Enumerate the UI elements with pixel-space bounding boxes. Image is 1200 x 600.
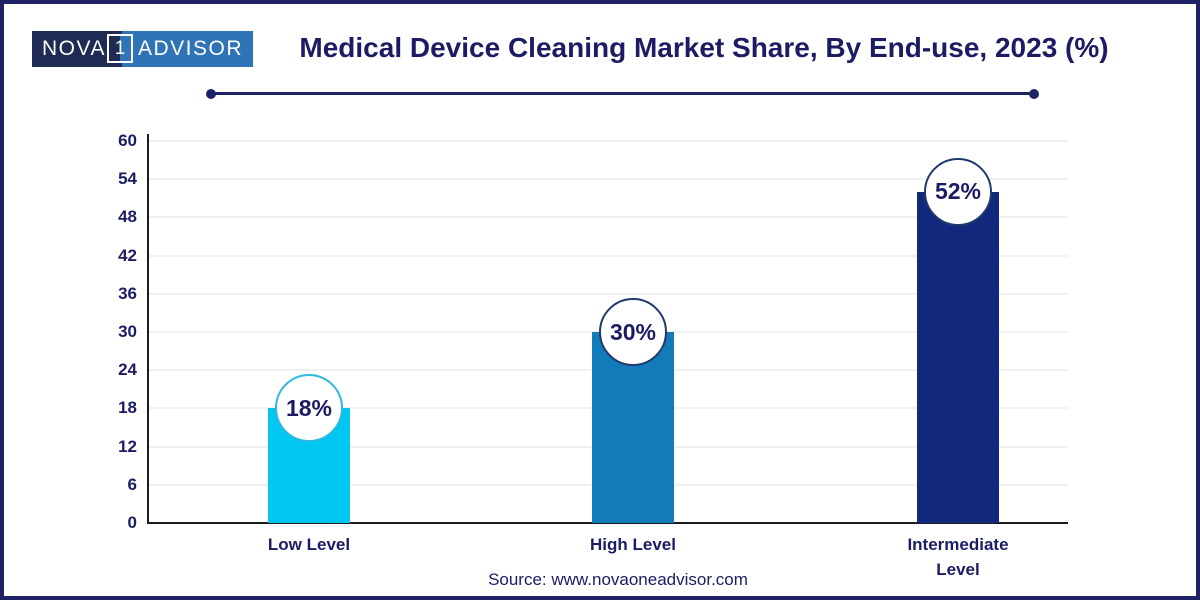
x-axis-line [147,522,1068,524]
y-tick-label: 36 [118,283,137,303]
y-tick-label: 60 [118,131,137,150]
logo: NOVA ADVISOR 1 [32,31,253,67]
bar-chart: 0 6 12 18 24 30 36 42 48 54 60 18% Low Level 30% High … [4,4,1196,596]
gridline [147,178,1068,181]
x-axis-label: Intermediate Level [907,535,1009,579]
y-tick-label: 30 [118,322,137,341]
title-rule [206,88,1039,99]
y-tick-label: 54 [118,169,137,189]
x-axis-label: Low Level [267,535,351,554]
y-tick-label: 48 [118,207,137,227]
y-axis-line [147,134,149,523]
value-bubble: 30% [599,298,667,366]
y-tick-label: 6 [127,474,137,494]
source-text: Source: www.novaoneadvisor.com [488,570,748,589]
bar [917,191,999,523]
y-tick-label: 0 [127,513,137,532]
value-bubble: 52% [924,157,992,226]
logo-advisor-text: ADVISOR [137,37,243,60]
logo-nova-segment: NOVA [32,31,122,67]
rule-dot-left [206,88,216,99]
y-tick-label: 18 [118,398,137,418]
page-title: Medical Device Cleaning Market Share, By… [299,32,1109,63]
gridline [147,292,1068,295]
x-axis-label: High Level [590,535,676,554]
logo-one-box: 1 [107,34,133,63]
logo-advisor-segment: ADVISOR [121,31,253,67]
logo-nova-text: NOVA [42,37,106,60]
gridline [147,140,1068,142]
gridline [147,254,1068,257]
y-tick-label: 24 [118,360,137,380]
y-tick-label: 42 [118,245,137,265]
gridline [147,216,1068,219]
y-tick-label: 12 [118,436,137,456]
rule-dot-right [1029,88,1039,99]
value-bubble: 18% [275,374,343,443]
